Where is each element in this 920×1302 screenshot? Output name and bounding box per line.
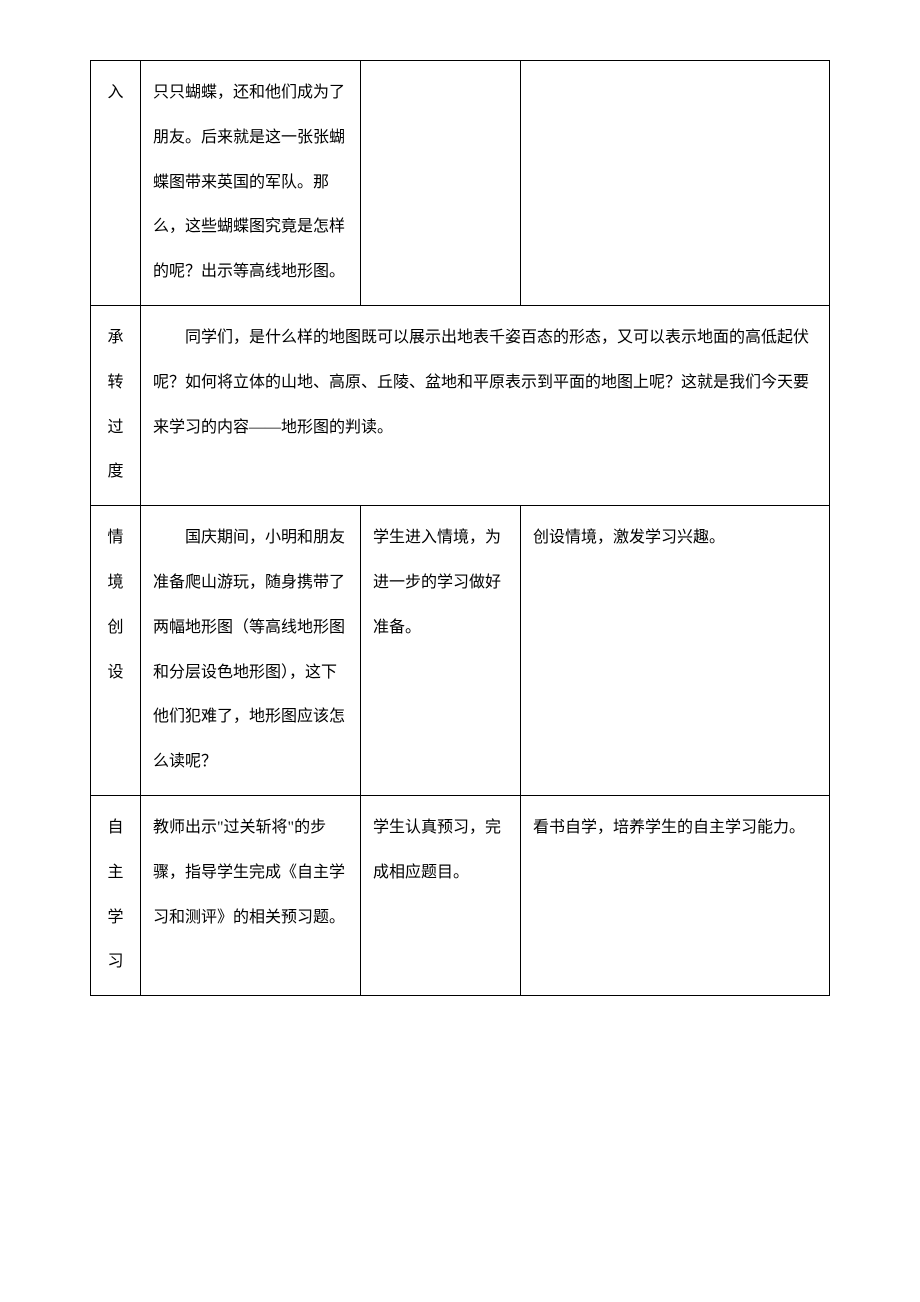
merged-content-cell: 同学们，是什么样的地图既可以展示出地表千姿百态的形态，又可以表示地面的高低起伏呢… (141, 305, 830, 505)
label-char: 度 (103, 450, 128, 495)
label-char: 学 (103, 896, 128, 941)
label-char: 转 (103, 361, 128, 406)
row-label-cell: 入 (91, 61, 141, 306)
purpose-cell: 创设情境，激发学习兴趣。 (521, 506, 830, 796)
student-text: 学生认真预习，完成相应题目。 (373, 806, 508, 896)
label-char: 创 (103, 606, 128, 651)
student-activity-cell (361, 61, 521, 306)
row-label-cell: 承 转 过 度 (91, 305, 141, 505)
label-char: 自 (103, 806, 128, 851)
teacher-text: 只只蝴蝶，还和他们成为了朋友。后来就是这一张张蝴蝶图带来英国的军队。那么，这些蝴… (153, 71, 348, 295)
student-activity-cell: 学生进入情境，为进一步的学习做好准备。 (361, 506, 521, 796)
table-row: 自 主 学 习 教师出示"过关斩将"的步骤，指导学生完成《自主学习和测评》的相关… (91, 795, 830, 995)
label-char: 设 (103, 651, 128, 696)
student-activity-cell: 学生认真预习，完成相应题目。 (361, 795, 521, 995)
teacher-activity-cell: 教师出示"过关斩将"的步骤，指导学生完成《自主学习和测评》的相关预习题。 (141, 795, 361, 995)
row-label-cell: 自 主 学 习 (91, 795, 141, 995)
table-row: 入 只只蝴蝶，还和他们成为了朋友。后来就是这一张张蝴蝶图带来英国的军队。那么，这… (91, 61, 830, 306)
label-char: 主 (103, 851, 128, 896)
label-char: 过 (103, 406, 128, 451)
label-char: 入 (103, 71, 128, 116)
label-char: 习 (103, 940, 128, 985)
purpose-cell: 看书自学，培养学生的自主学习能力。 (521, 795, 830, 995)
label-char: 境 (103, 561, 128, 606)
purpose-text: 创设情境，激发学习兴趣。 (533, 516, 817, 561)
label-char: 承 (103, 316, 128, 361)
table-row: 情 境 创 设 国庆期间，小明和朋友准备爬山游玩，随身携带了两幅地形图（等高线地… (91, 506, 830, 796)
lesson-plan-table: 入 只只蝴蝶，还和他们成为了朋友。后来就是这一张张蝴蝶图带来英国的军队。那么，这… (90, 60, 830, 996)
teacher-text: 教师出示"过关斩将"的步骤，指导学生完成《自主学习和测评》的相关预习题。 (153, 806, 348, 940)
label-char: 情 (103, 516, 128, 561)
row-label-cell: 情 境 创 设 (91, 506, 141, 796)
teacher-text: 国庆期间，小明和朋友准备爬山游玩，随身携带了两幅地形图（等高线地形图和分层设色地… (153, 516, 348, 785)
table-row: 承 转 过 度 同学们，是什么样的地图既可以展示出地表千姿百态的形态，又可以表示… (91, 305, 830, 505)
student-text: 学生进入情境，为进一步的学习做好准备。 (373, 516, 508, 650)
purpose-text: 看书自学，培养学生的自主学习能力。 (533, 806, 817, 851)
teacher-activity-cell: 只只蝴蝶，还和他们成为了朋友。后来就是这一张张蝴蝶图带来英国的军队。那么，这些蝴… (141, 61, 361, 306)
purpose-cell (521, 61, 830, 306)
teacher-activity-cell: 国庆期间，小明和朋友准备爬山游玩，随身携带了两幅地形图（等高线地形图和分层设色地… (141, 506, 361, 796)
transition-text: 同学们，是什么样的地图既可以展示出地表千姿百态的形态，又可以表示地面的高低起伏呢… (153, 316, 817, 450)
